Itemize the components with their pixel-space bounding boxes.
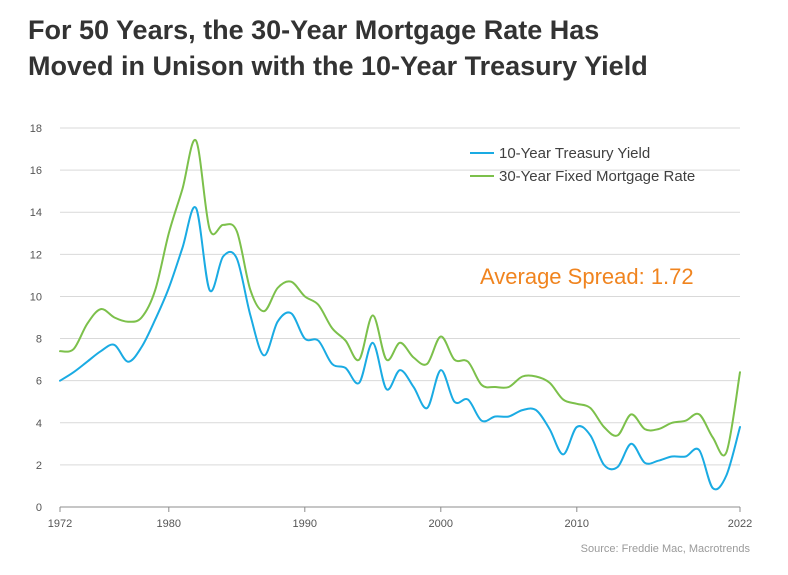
x-tick-label-1972: 1972 — [48, 518, 72, 530]
legend-label-treasury: 10-Year Treasury Yield — [499, 145, 650, 162]
legend: 10-Year Treasury Yield 30-Year Fixed Mor… — [470, 145, 695, 185]
y-tick-label-10: 10 — [30, 291, 42, 303]
y-tick-label-8: 8 — [36, 334, 42, 346]
y-tick-label-16: 16 — [30, 165, 42, 177]
source-credit: Source: Freddie Mac, Macrotrends — [580, 543, 750, 555]
y-tick-label-18: 18 — [30, 123, 42, 135]
y-tick-label-6: 6 — [36, 376, 42, 388]
chart-title: For 50 Years, the 30-Year Mortgage Rate … — [28, 12, 768, 84]
y-tick-label-2: 2 — [36, 460, 42, 472]
grid-lines — [60, 127, 740, 466]
y-tick-label-12: 12 — [30, 249, 42, 261]
y-tick-label-14: 14 — [30, 207, 42, 219]
y-axis-ticks: 0 2 4 6 8 10 12 14 16 18 — [30, 123, 42, 514]
series-line-mortgage-rate — [59, 139, 741, 457]
x-tick-label-2010: 2010 — [565, 518, 589, 530]
y-tick-label-4: 4 — [36, 418, 42, 430]
x-axis-ticks: 1972 1980 1990 2000 2010 2022 — [48, 507, 752, 530]
title-line-1: For 50 Years, the 30-Year Mortgage Rate … — [28, 15, 600, 45]
series-lines — [59, 139, 741, 491]
legend-label-mortgage: 30-Year Fixed Mortgage Rate — [499, 168, 695, 185]
x-tick-label-2022: 2022 — [728, 518, 752, 530]
average-spread-annotation: Average Spread: 1.72 — [480, 264, 694, 289]
series-line-treasury-yield — [59, 206, 741, 491]
x-tick-label-2000: 2000 — [429, 518, 453, 530]
x-tick-label-1990: 1990 — [293, 518, 317, 530]
y-tick-label-0: 0 — [36, 502, 42, 514]
x-tick-label-1980: 1980 — [157, 518, 181, 530]
title-line-2: Moved in Unison with the 10-Year Treasur… — [28, 51, 648, 81]
